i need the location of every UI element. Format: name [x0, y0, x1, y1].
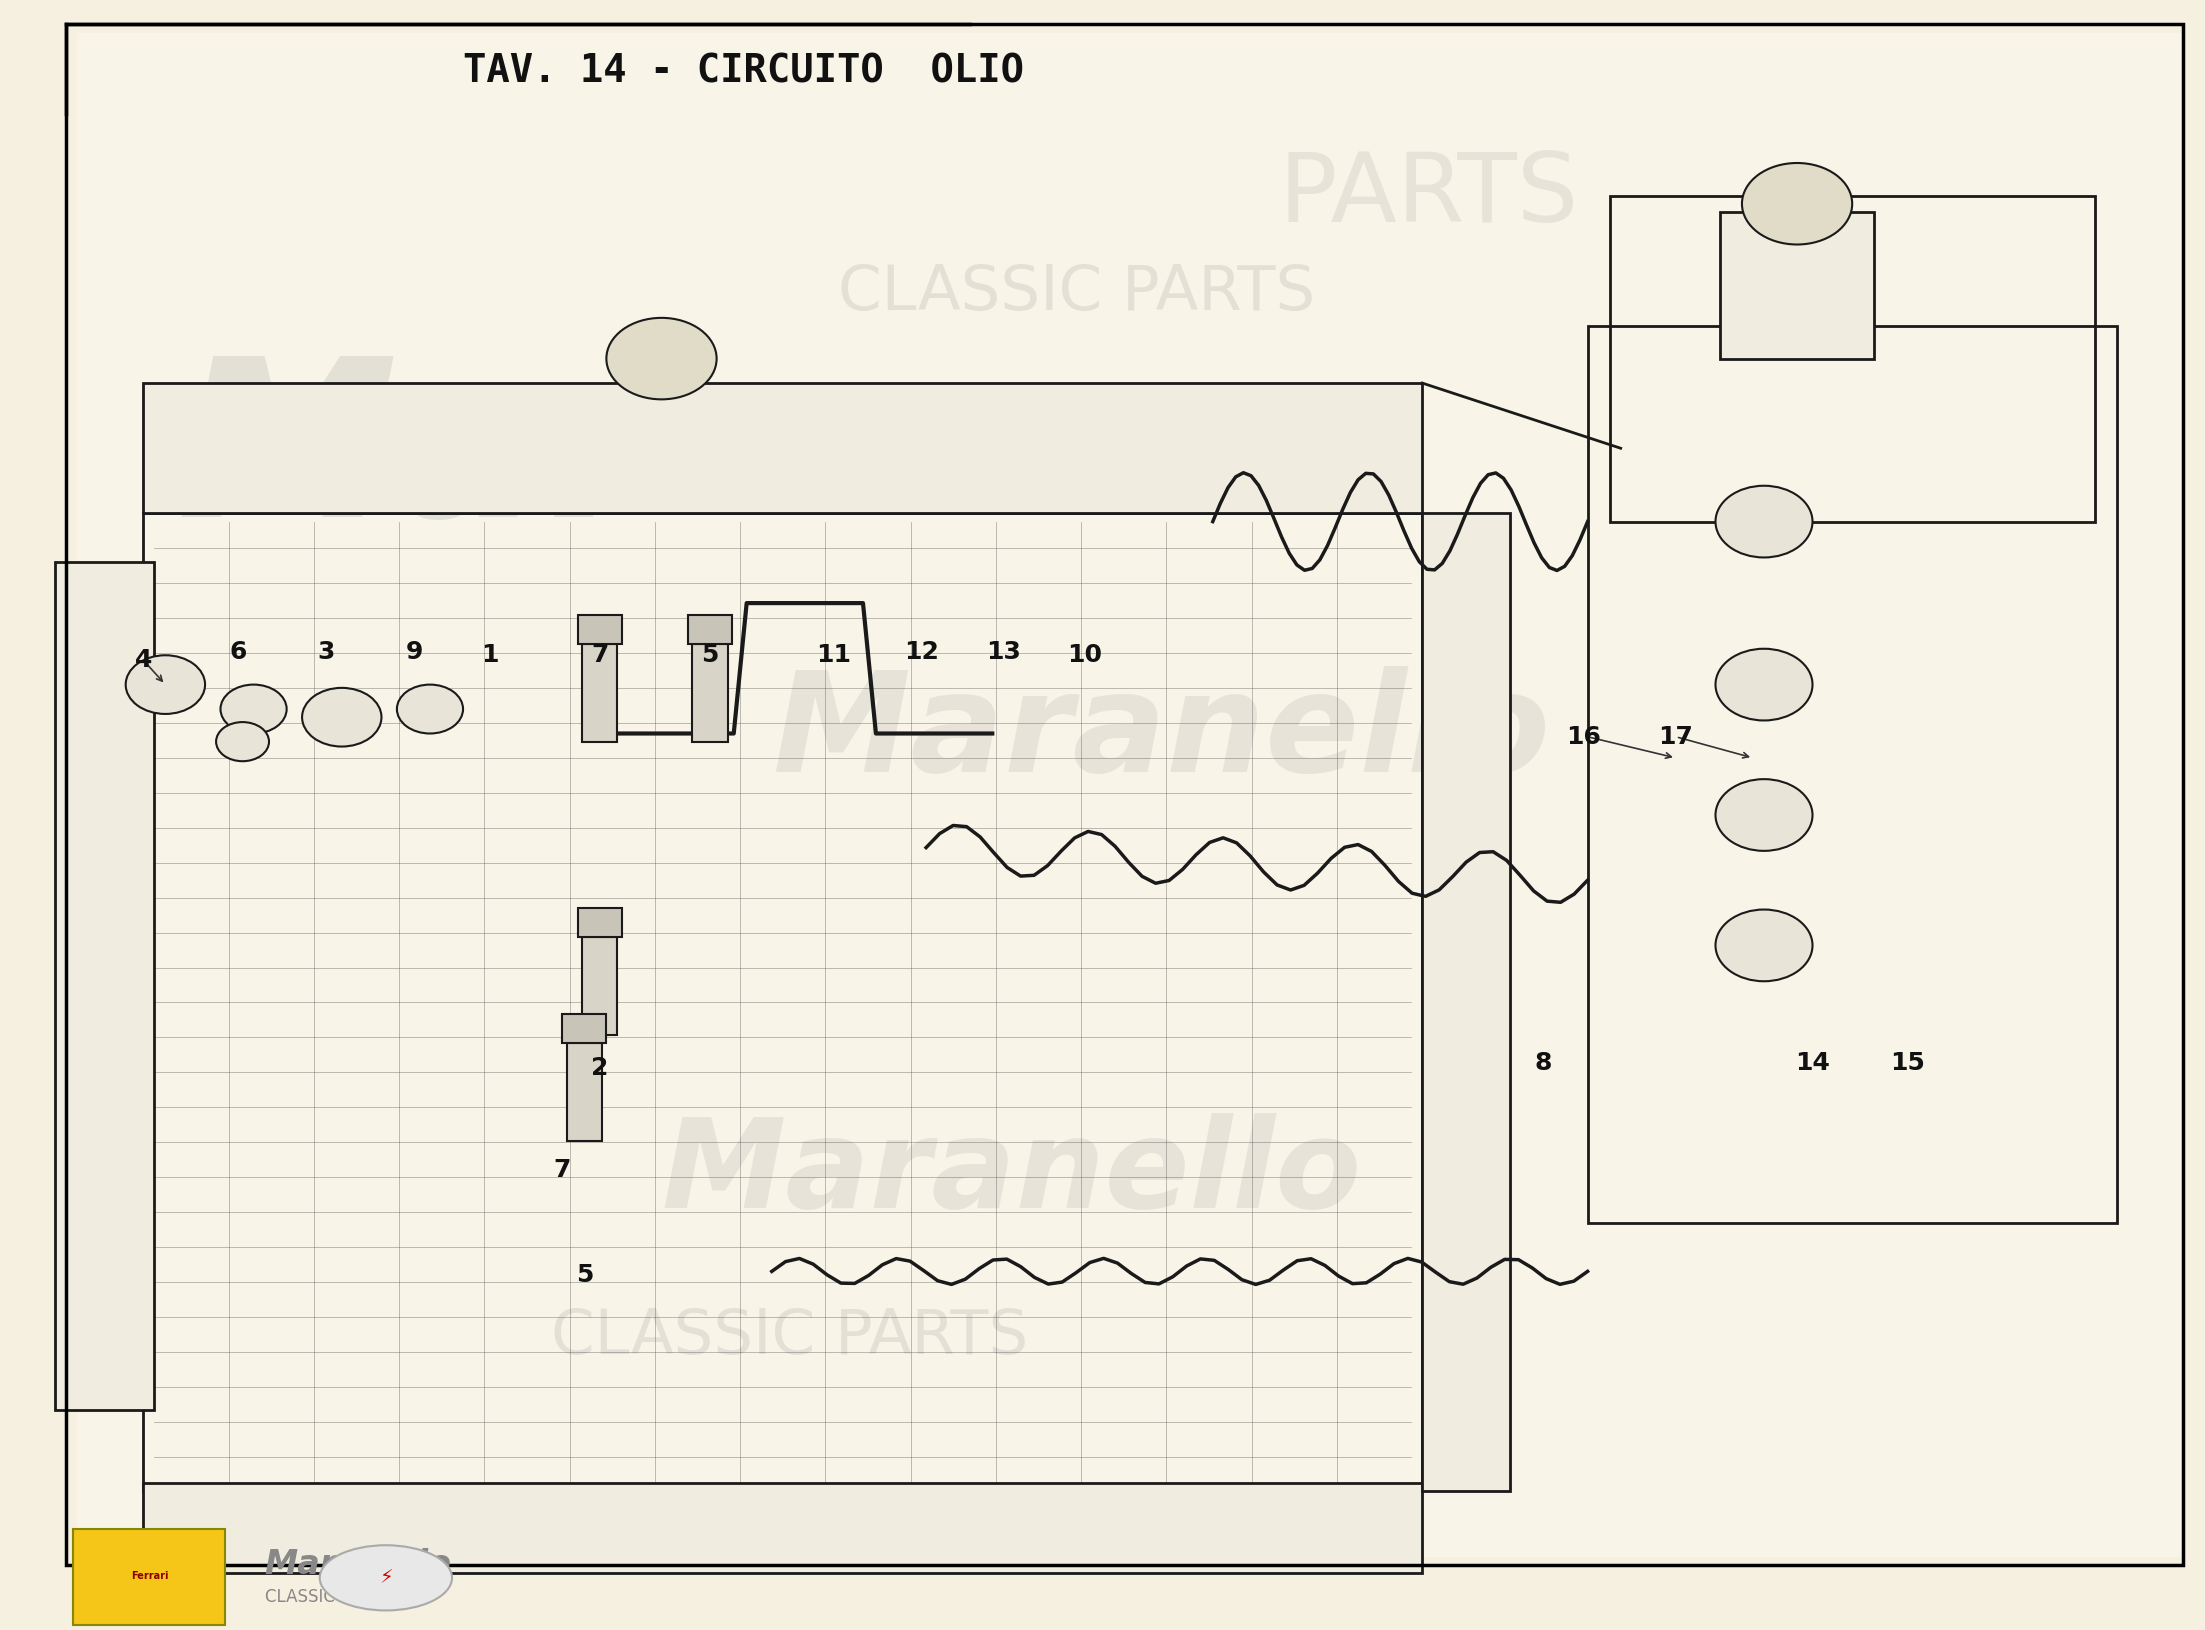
Circle shape [1715, 486, 1813, 557]
Text: 15: 15 [1890, 1051, 1925, 1074]
Text: 1: 1 [481, 644, 498, 667]
FancyBboxPatch shape [562, 1014, 606, 1043]
Text: ⚡: ⚡ [379, 1568, 392, 1588]
Text: Maranello: Maranello [772, 667, 1550, 800]
Text: CLASSIC PARTS: CLASSIC PARTS [265, 1588, 390, 1607]
Text: 14: 14 [1795, 1051, 1830, 1074]
Text: 16: 16 [1566, 725, 1601, 748]
Text: 3: 3 [318, 641, 335, 663]
Circle shape [126, 655, 205, 714]
FancyBboxPatch shape [73, 1529, 225, 1625]
Circle shape [220, 685, 287, 734]
Bar [55, 562, 154, 1410]
FancyBboxPatch shape [578, 908, 622, 937]
Text: 17: 17 [1658, 725, 1693, 748]
Text: 12: 12 [904, 641, 939, 663]
Bar [1588, 326, 2117, 1222]
Text: TAV. 14 - CIRCUITO  OLIO: TAV. 14 - CIRCUITO OLIO [463, 52, 1023, 90]
Text: 5: 5 [576, 1263, 593, 1286]
Bar [582, 644, 617, 742]
Ellipse shape [320, 1545, 452, 1610]
Bar [143, 1483, 1422, 1573]
Text: CLASSIC PARTS: CLASSIC PARTS [551, 1307, 1028, 1366]
Text: 13: 13 [986, 641, 1021, 663]
Circle shape [397, 685, 463, 734]
Text: 11: 11 [816, 644, 851, 667]
Text: 5: 5 [701, 644, 719, 667]
Circle shape [1715, 910, 1813, 981]
Text: 9: 9 [406, 641, 423, 663]
Circle shape [606, 318, 717, 399]
Text: 7: 7 [591, 644, 609, 667]
Text: 7: 7 [553, 1159, 571, 1182]
Text: 6: 6 [229, 641, 247, 663]
Circle shape [216, 722, 269, 761]
Bar [1422, 513, 1510, 1491]
Text: 10: 10 [1067, 644, 1102, 667]
Text: Maranello: Maranello [265, 1548, 452, 1581]
Circle shape [1715, 779, 1813, 851]
Bar [1720, 212, 1874, 359]
FancyBboxPatch shape [578, 615, 622, 644]
Text: Ferrari: Ferrari [130, 1571, 170, 1581]
Bar [1610, 196, 2095, 522]
Bar [582, 937, 617, 1035]
Text: 8: 8 [1535, 1051, 1552, 1074]
Text: PARTS: PARTS [1279, 148, 1579, 243]
FancyBboxPatch shape [688, 615, 732, 644]
Circle shape [302, 688, 381, 747]
Text: Mar: Mar [176, 349, 657, 564]
Text: Maranello: Maranello [662, 1113, 1363, 1234]
Bar [143, 383, 1422, 513]
Text: 4: 4 [135, 649, 152, 672]
Bar [143, 513, 1422, 1491]
Circle shape [1742, 163, 1852, 244]
Text: CLASSIC PARTS: CLASSIC PARTS [838, 264, 1314, 323]
Text: 2: 2 [591, 1056, 609, 1079]
Circle shape [1715, 649, 1813, 720]
Bar [567, 1043, 602, 1141]
Bar [692, 644, 728, 742]
